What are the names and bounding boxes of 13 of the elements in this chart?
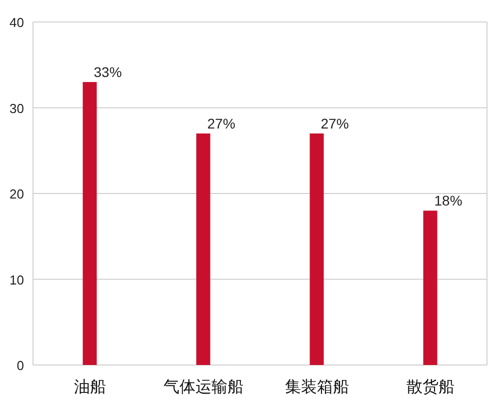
- bar: [423, 210, 438, 365]
- bar: [82, 82, 97, 365]
- x-tick-label: 散货船: [406, 378, 454, 396]
- y-tick-label: 0: [16, 358, 24, 373]
- bar: [310, 133, 324, 365]
- y-tick-label: 40: [10, 15, 24, 30]
- bar: [196, 133, 210, 365]
- y-tick-label: 20: [10, 186, 24, 202]
- x-tick-label: 气体运输船: [163, 378, 244, 396]
- x-tick-label: 油船: [74, 378, 106, 396]
- y-tick-label: 30: [10, 100, 24, 116]
- x-tick-label: 集装箱船: [284, 378, 349, 396]
- y-tick-label: 10: [10, 272, 24, 288]
